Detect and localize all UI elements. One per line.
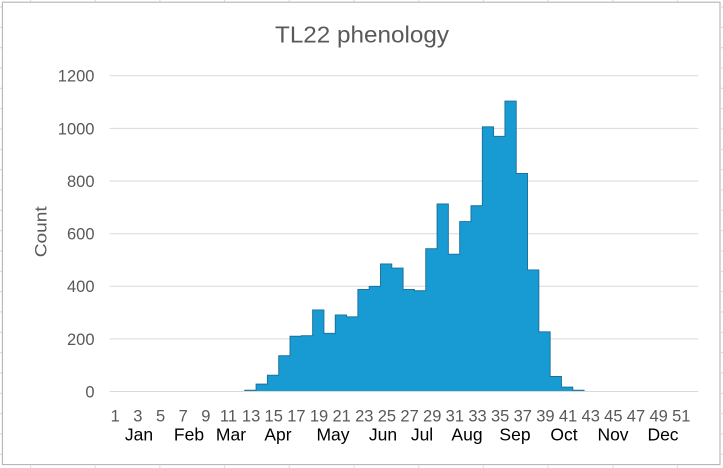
svg-text:May: May	[316, 424, 349, 444]
svg-text:Apr: Apr	[264, 424, 291, 444]
svg-text:9: 9	[201, 407, 210, 425]
svg-text:49: 49	[649, 407, 667, 425]
svg-text:21: 21	[332, 407, 350, 425]
svg-text:1200: 1200	[58, 68, 95, 86]
svg-text:Jun: Jun	[369, 424, 397, 444]
svg-text:15: 15	[265, 407, 283, 425]
svg-text:800: 800	[67, 173, 95, 191]
svg-text:5: 5	[156, 407, 165, 425]
svg-text:Dec: Dec	[647, 424, 678, 444]
svg-text:Oct: Oct	[550, 424, 577, 444]
svg-text:29: 29	[423, 407, 441, 425]
svg-text:39: 39	[536, 407, 554, 425]
svg-text:Mar: Mar	[216, 424, 246, 444]
svg-text:Count: Count	[32, 206, 51, 257]
svg-text:51: 51	[672, 407, 690, 425]
svg-text:25: 25	[378, 407, 396, 425]
svg-text:13: 13	[242, 407, 260, 425]
svg-text:7: 7	[179, 407, 188, 425]
svg-text:31: 31	[446, 407, 464, 425]
svg-text:41: 41	[559, 407, 577, 425]
svg-text:35: 35	[491, 407, 509, 425]
svg-text:600: 600	[67, 226, 95, 244]
svg-text:TL22 phenology: TL22 phenology	[275, 22, 449, 48]
svg-text:Feb: Feb	[174, 424, 204, 444]
svg-text:Sep: Sep	[499, 424, 530, 444]
svg-text:Jul: Jul	[411, 424, 433, 444]
svg-text:400: 400	[67, 278, 95, 296]
svg-text:Aug: Aug	[451, 424, 482, 444]
svg-text:43: 43	[582, 407, 600, 425]
svg-text:17: 17	[287, 407, 305, 425]
svg-text:33: 33	[468, 407, 486, 425]
svg-text:11: 11	[220, 407, 237, 425]
svg-text:Jan: Jan	[125, 424, 153, 444]
svg-text:1000: 1000	[58, 120, 95, 138]
svg-text:3: 3	[133, 407, 142, 425]
svg-text:1: 1	[111, 407, 120, 425]
svg-text:37: 37	[514, 407, 532, 425]
svg-text:19: 19	[310, 407, 328, 425]
svg-text:23: 23	[355, 407, 373, 425]
svg-text:27: 27	[400, 407, 418, 425]
svg-text:47: 47	[627, 407, 645, 425]
svg-text:0: 0	[85, 383, 94, 401]
svg-text:200: 200	[67, 331, 95, 349]
svg-text:45: 45	[604, 407, 622, 425]
svg-text:Nov: Nov	[597, 424, 628, 444]
